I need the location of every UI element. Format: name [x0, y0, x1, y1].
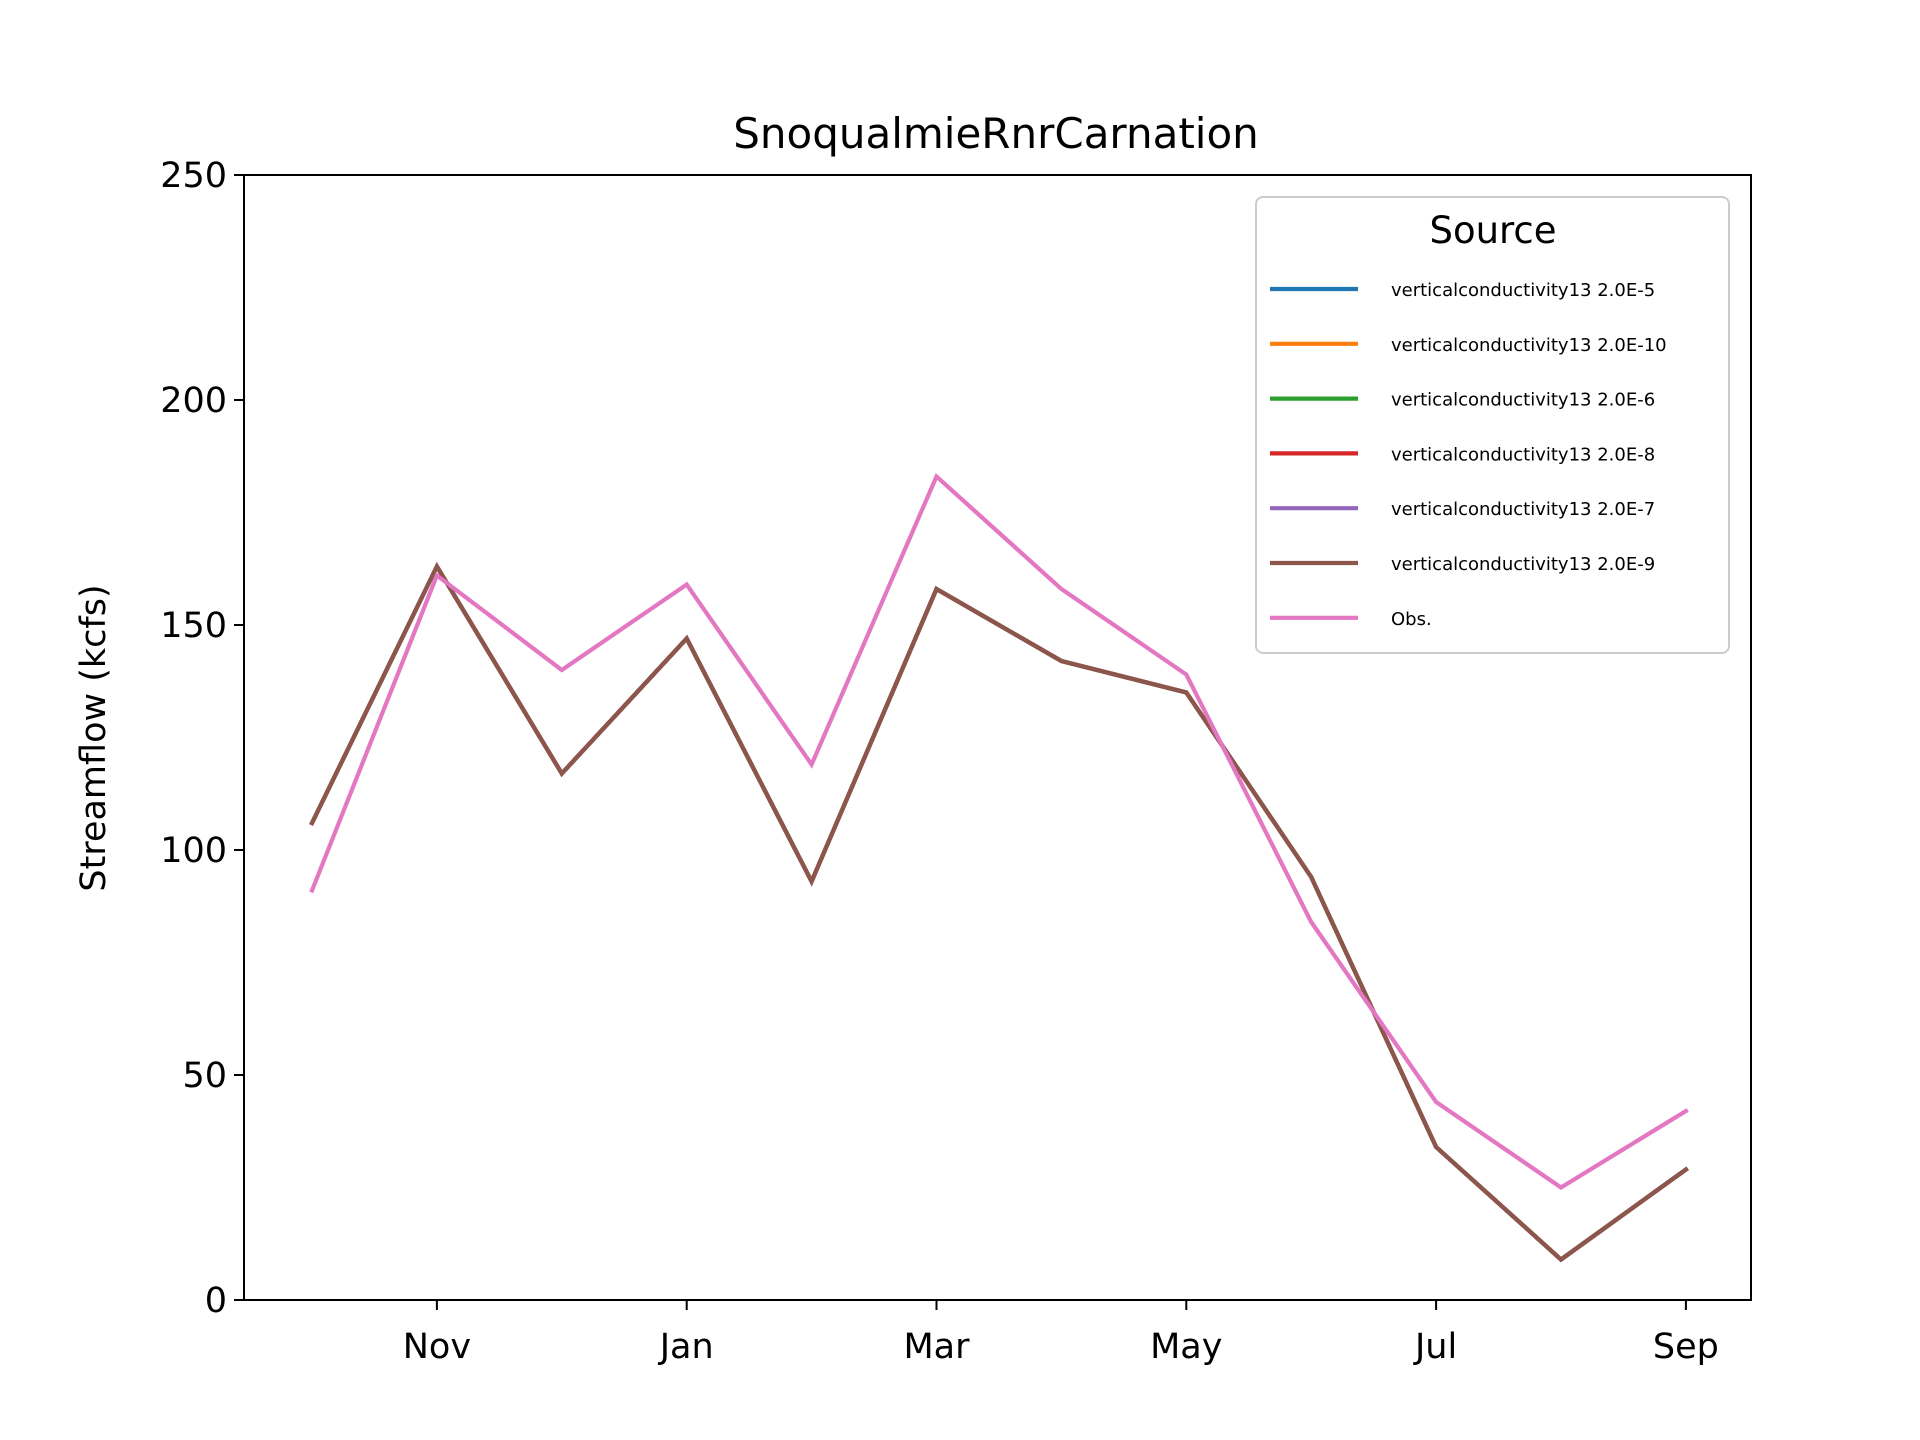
x-tick-label: May [1150, 1327, 1222, 1367]
x-tick-label: Jan [658, 1327, 714, 1367]
y-tick-label: 0 [205, 1281, 227, 1321]
y-tick-label: 50 [182, 1056, 227, 1096]
legend-label: verticalconductivity13 2.0E-8 [1391, 444, 1655, 465]
y-tick-label: 250 [160, 156, 227, 196]
x-tick-label: Nov [403, 1327, 471, 1367]
y-axis: 0 50 100 150 200 250 [160, 156, 244, 1321]
x-tick-label: Sep [1653, 1327, 1719, 1367]
series-layer [309, 472, 1689, 1263]
legend-label: verticalconductivity13 2.0E-5 [1391, 280, 1655, 301]
legend: Source verticalconductivity13 2.0E-5vert… [1255, 196, 1730, 654]
legend-frame [1255, 196, 1730, 654]
series-line-5 [309, 562, 1689, 1263]
y-tick-label: 100 [160, 831, 227, 871]
legend-label: verticalconductivity13 2.0E-9 [1391, 554, 1655, 575]
series-line-6 [309, 472, 1689, 1191]
legend-label: Obs. [1391, 609, 1432, 630]
chart-title: SnoqualmieRnrCarnation [733, 109, 1259, 158]
plot-area [243, 174, 1752, 1301]
x-axis: Nov Jan Mar May Jul Sep [403, 1300, 1719, 1367]
plot-frame [243, 174, 1752, 1301]
y-axis-title: Streamflow (kcfs) [74, 584, 114, 891]
legend-label: verticalconductivity13 2.0E-6 [1391, 390, 1655, 411]
y-tick-label: 200 [160, 381, 227, 421]
x-tick-label: Mar [903, 1327, 970, 1367]
y-tick-label: 150 [160, 606, 227, 646]
legend-label: verticalconductivity13 2.0E-10 [1391, 335, 1667, 356]
legend-label: verticalconductivity13 2.0E-7 [1391, 499, 1655, 520]
x-tick-label: Jul [1413, 1327, 1457, 1367]
legend-entries: verticalconductivity13 2.0E-5 verticalcon… [1270, 280, 1667, 630]
legend-title: Source [1429, 209, 1556, 252]
